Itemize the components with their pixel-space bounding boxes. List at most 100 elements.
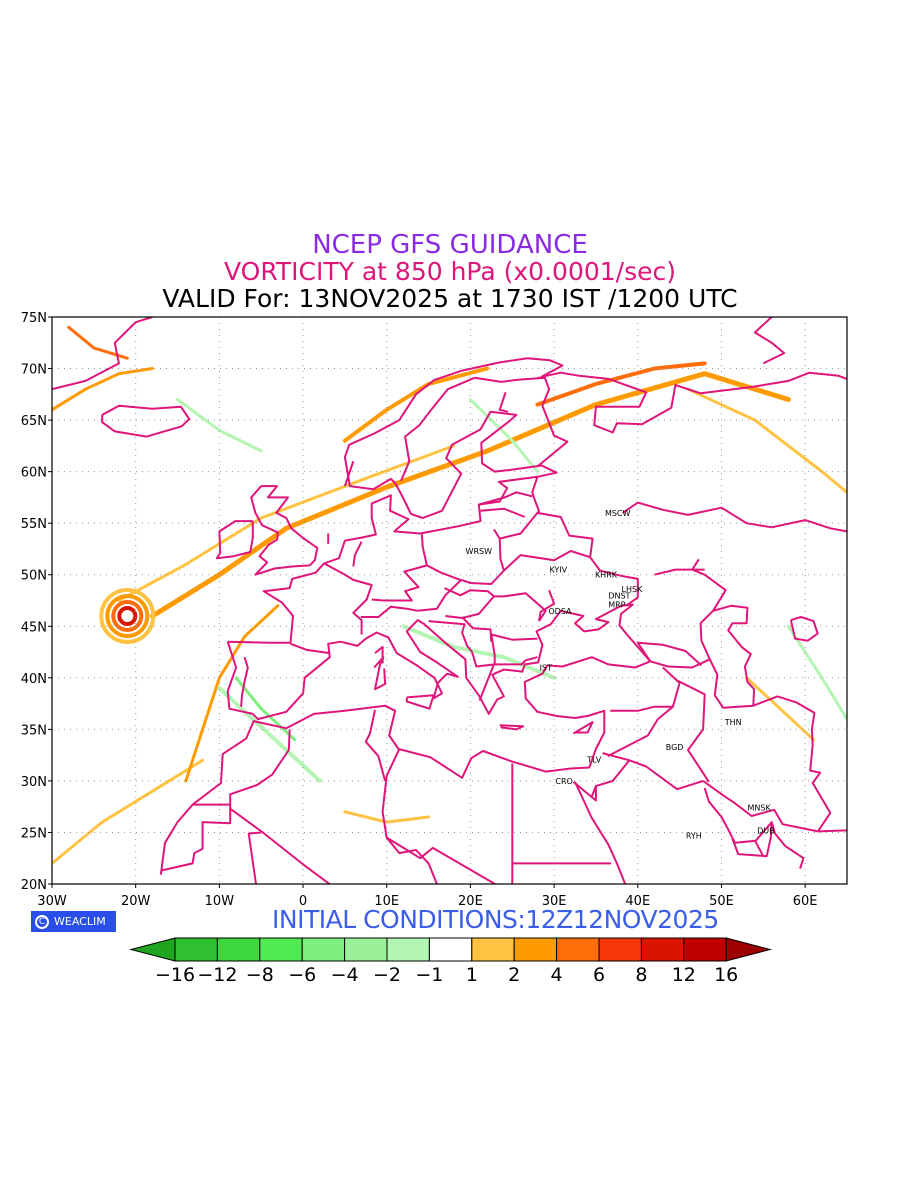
lat-tick-label: 75N: [21, 311, 47, 326]
city-label: CRO: [555, 777, 572, 786]
colorbar-swatch: [428, 937, 473, 962]
weaclim-badge: C WEACLIM: [31, 911, 116, 932]
vorticity-band: [343, 810, 431, 824]
country-border: [385, 836, 438, 884]
colorbar-label: 1: [466, 964, 478, 986]
lon-tick-label: 10E: [374, 894, 399, 909]
lon-tick-label: 30W: [37, 894, 67, 909]
country-border: [417, 528, 505, 612]
city-label: DUB: [757, 826, 775, 835]
vorticity-band: [234, 676, 297, 742]
country-border: [290, 642, 330, 655]
coastline: [226, 603, 652, 721]
weaclim-logo-icon: C: [35, 914, 49, 929]
country-border: [607, 705, 674, 758]
coastline: [703, 787, 805, 869]
country-border: [498, 391, 509, 413]
vorticity-band: [184, 604, 280, 783]
lat-tick-label: 20N: [21, 878, 47, 893]
country-border: [594, 752, 631, 788]
country-border: [538, 589, 556, 622]
coastline: [374, 645, 384, 664]
coastline: [343, 460, 355, 487]
lat-tick-label: 30N: [21, 775, 47, 790]
colorbar-label: −4: [331, 964, 359, 986]
colorbar-label: −16: [155, 964, 195, 986]
city-label: DNST: [608, 591, 630, 600]
coastline: [574, 781, 627, 884]
colorbar-swatch: [598, 937, 642, 962]
colorbar-swatch: [640, 937, 685, 962]
city-label: THN: [724, 718, 742, 727]
country-border: [461, 616, 493, 642]
country-border: [381, 748, 497, 884]
country-border: [754, 840, 765, 857]
city-label: BGD: [666, 743, 684, 752]
colorbar-swatch: [301, 937, 346, 962]
initial-conditions: INITIAL CONDITIONS:12Z12NOV2025: [272, 905, 719, 934]
coastline: [572, 721, 594, 735]
colorbar-swatch: [471, 937, 515, 962]
city-label: WRSW: [466, 547, 493, 556]
vorticity-band: [745, 676, 815, 742]
colorbar-high-arrow: [725, 937, 773, 962]
city-label: LHSK: [622, 585, 644, 594]
country-border: [610, 666, 681, 712]
lat-tick-label: 35N: [21, 723, 47, 738]
cyclone-vorticity-ring: [117, 605, 138, 626]
country-border: [352, 541, 363, 567]
vorticity-band: [67, 325, 129, 360]
country-border: [691, 558, 727, 612]
lat-tick-label: 50N: [21, 569, 47, 584]
lon-tick-label: 30E: [542, 894, 567, 909]
city-label: RYH: [686, 832, 702, 841]
country-border: [677, 680, 710, 783]
lat-tick-label: 25N: [21, 826, 47, 841]
colorbar-label: 2: [508, 964, 520, 986]
colorbar-label: −6: [288, 964, 316, 986]
colorbar-label: 4: [551, 964, 563, 986]
coastline: [215, 520, 254, 560]
vorticity-band: [686, 387, 847, 494]
colorbar-swatch: [174, 937, 218, 962]
lon-tick-label: 10W: [205, 894, 235, 909]
colorbar-swatch: [259, 937, 303, 962]
country-border: [323, 562, 373, 635]
colorbar-swatch: [386, 937, 430, 962]
city-label: KYIV: [549, 566, 567, 575]
colorbar-swatch: [683, 937, 727, 962]
lat-tick-label: 70N: [21, 363, 47, 378]
coastline: [699, 604, 756, 709]
vorticity-band: [52, 367, 154, 412]
country-border: [360, 605, 418, 618]
cyclone-vorticity-ring: [111, 599, 144, 632]
vorticity-band: [52, 758, 205, 865]
country-border: [654, 568, 705, 576]
vorticity-band: [468, 398, 539, 474]
vorticity-band: [117, 444, 456, 602]
chart-title: NCEP GFS GUIDANCE: [312, 230, 588, 260]
coastline: [405, 694, 435, 710]
lat-tick-label: 60N: [21, 466, 47, 481]
plot-frame: [51, 316, 848, 885]
city-label: MRP: [608, 601, 625, 610]
colorbar-swatch: [216, 937, 261, 962]
country-border: [629, 759, 704, 791]
colorbar-label: −1: [415, 964, 443, 986]
country-border: [636, 641, 703, 667]
colorbar-low-arrow: [129, 937, 176, 962]
city-label: IST: [540, 664, 552, 673]
colorbar-label: 8: [635, 964, 647, 986]
country-border: [752, 695, 832, 831]
country-border: [474, 376, 545, 383]
country-border: [428, 620, 538, 668]
coastline: [250, 485, 319, 576]
city-label: MNSK: [748, 804, 772, 813]
coastline: [753, 317, 786, 365]
lat-tick-label: 65N: [21, 414, 47, 429]
country-border: [494, 656, 538, 666]
cyclone-vorticity-ring: [105, 593, 150, 638]
colorbar-label: −2: [373, 964, 401, 986]
vorticity-band: [535, 361, 707, 407]
